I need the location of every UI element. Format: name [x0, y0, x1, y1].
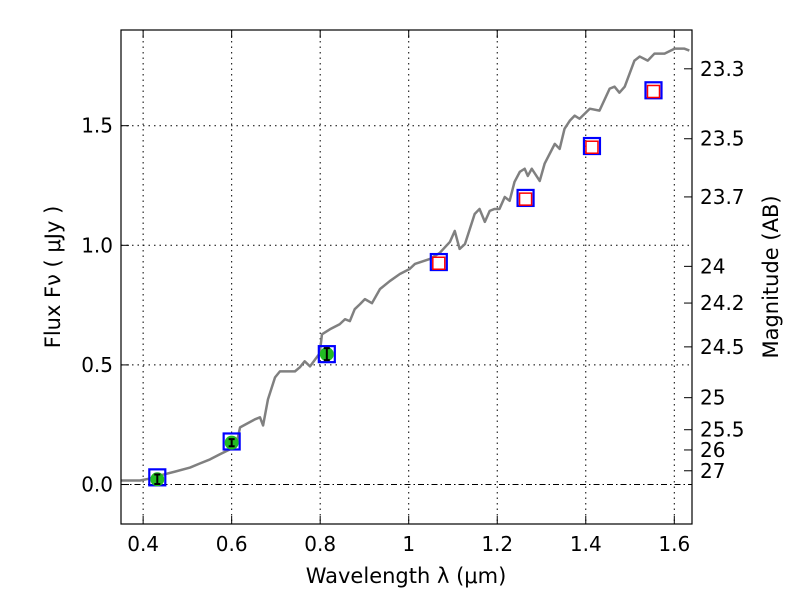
magnitude-tick-label: 25 [700, 386, 725, 410]
y-tick-label: 1.5 [81, 114, 113, 138]
error-bar [154, 473, 161, 486]
magnitude-tick-label: 23.3 [700, 57, 745, 81]
magnitude-tick-label: 26 [700, 438, 725, 462]
axes-frame [120, 29, 693, 525]
y-tick-label: 1.0 [81, 233, 113, 257]
x-tick-label: 1.4 [570, 532, 602, 556]
x-axis-label: Wavelength λ (μm) [306, 564, 507, 588]
x-tick-label: 1.6 [658, 532, 690, 556]
model-photometry-marker [317, 345, 336, 364]
y-axis-label: Flux Fν ( μJy ) [41, 206, 65, 349]
x-tick-label: 1.2 [481, 532, 513, 556]
model-photometry-marker [644, 81, 663, 100]
y-tick-label: 0.5 [81, 353, 113, 377]
magnitude-tick-label: 24 [700, 254, 725, 278]
magnitude-tick-label: 25.5 [700, 418, 745, 442]
predicted-photometry-marker [518, 192, 533, 206]
error-bar [323, 347, 330, 362]
x-tick-label: 0.8 [304, 532, 336, 556]
right-axis-label: Magnitude (AB) [759, 195, 783, 358]
spectrum-line [121, 47, 690, 482]
plot-area [121, 47, 690, 487]
predicted-photometry-marker [432, 256, 446, 270]
magnitude-tick-label: 27 [700, 459, 725, 483]
magnitude-tick-label: 23.5 [700, 127, 745, 151]
ticks: 0.4 0.6 0.8 1 1.2 1.4 1.6 0.0 0.5 1.0 1.5 23.3 23.5 2… [81, 30, 745, 556]
grid [121, 30, 692, 524]
magnitude-tick-label: 24.2 [700, 291, 745, 315]
predicted-photometry-marker [646, 84, 661, 99]
model-photometry-marker [429, 252, 448, 272]
magnitude-tick-label: 24.5 [700, 335, 745, 359]
model-photometry-marker [582, 136, 602, 156]
magnitude-tick-label: 23.7 [700, 185, 745, 209]
error-bar [228, 438, 235, 448]
x-tick-label: 1 [402, 532, 415, 556]
x-tick-label: 0.4 [127, 532, 159, 556]
x-tick-label: 0.6 [216, 532, 248, 556]
predicted-photometry-marker [585, 140, 599, 154]
model-photometry-marker [516, 188, 535, 208]
y-tick-label: 0.0 [81, 473, 113, 497]
